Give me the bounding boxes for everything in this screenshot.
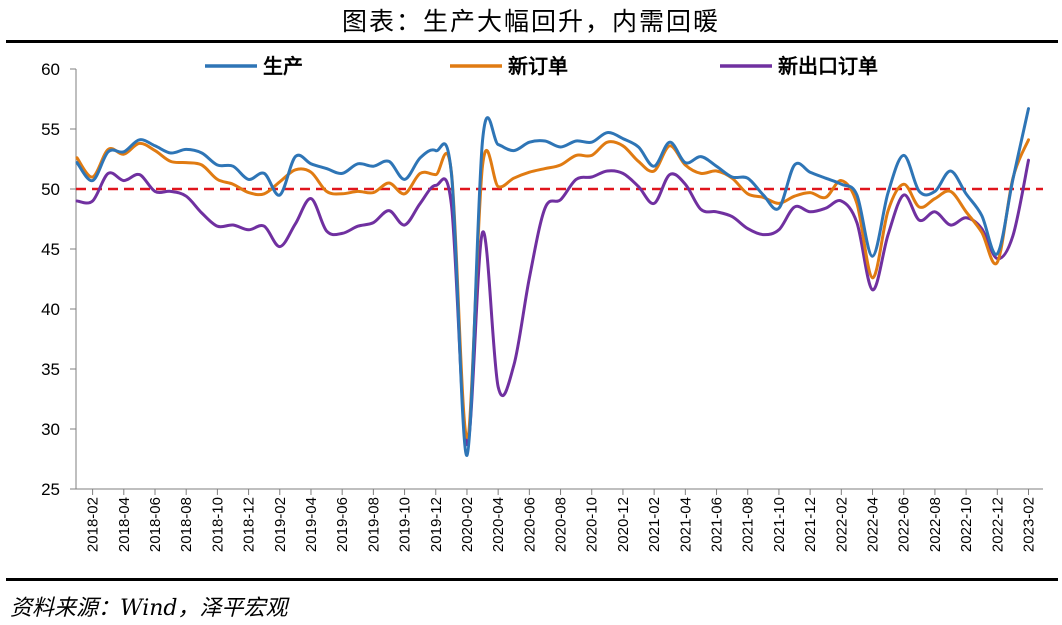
y-tick-label: 30	[41, 420, 60, 439]
x-tick-label: 2019-06	[334, 497, 351, 552]
x-tick-label: 2023-02	[1021, 497, 1038, 552]
x-tick-label: 2022-02	[833, 497, 850, 552]
y-tick-label: 60	[41, 60, 60, 79]
legend-label-1: 生产	[263, 54, 303, 78]
x-tick-label: 2019-08	[365, 497, 382, 552]
x-tick-label: 2021-02	[646, 497, 663, 552]
bottom-rule	[6, 578, 1058, 581]
series-line-2	[75, 138, 1030, 439]
top-rule	[6, 40, 1058, 43]
chart-title: 图表：生产大幅回升，内需回暖	[341, 7, 720, 36]
x-tick-label: 2022-10	[958, 497, 975, 552]
x-tick-label: 2020-02	[459, 497, 476, 552]
y-tick-label: 55	[41, 120, 60, 139]
x-tick-label: 2019-10	[397, 497, 414, 552]
x-tick-label: 2022-04	[865, 497, 882, 552]
legend-label-3: 新出口订单	[778, 54, 878, 78]
x-tick-label: 2020-08	[553, 497, 570, 552]
x-tick-label: 2018-10	[209, 497, 226, 552]
x-tick-label: 2021-08	[740, 497, 757, 552]
x-tick-label: 2018-04	[116, 497, 133, 552]
y-tick-label: 40	[41, 300, 60, 319]
legend-label-2: 新订单	[508, 54, 568, 78]
x-tick-label: 2022-08	[927, 497, 944, 552]
x-tick-label: 2018-12	[241, 497, 258, 552]
y-tick-label: 25	[41, 480, 60, 499]
y-tick-label: 35	[41, 360, 60, 379]
x-tick-label: 2022-06	[896, 497, 913, 552]
x-tick-label: 2018-08	[178, 497, 195, 552]
series-line-3	[75, 158, 1030, 447]
x-tick-label: 2020-12	[615, 497, 632, 552]
x-tick-label: 2021-06	[709, 497, 726, 552]
x-tick-label: 2020-10	[584, 497, 601, 552]
series-line-1	[75, 107, 1030, 457]
source-note: 资料来源：Wind，泽平宏观	[10, 596, 288, 621]
x-tick-label: 2019-04	[303, 497, 320, 552]
x-tick-label: 2019-12	[428, 497, 445, 552]
x-tick-label: 2019-02	[272, 497, 289, 552]
x-tick-label: 2018-02	[85, 497, 102, 552]
x-tick-label: 2018-06	[147, 497, 164, 552]
x-tick-label: 2021-10	[771, 497, 788, 552]
x-tick-label: 2020-06	[521, 497, 538, 552]
x-tick-label: 2021-04	[677, 497, 694, 552]
y-tick-label: 45	[41, 240, 60, 259]
y-tick-label: 50	[41, 180, 60, 199]
x-tick-label: 2022-12	[989, 497, 1006, 552]
chart: 25 30 35 40 45 50 55 60 2018-02 2018-04 2018-06 201…	[41, 54, 1043, 552]
x-tick-label: 2020-04	[490, 497, 507, 552]
x-tick-label: 2021-12	[802, 497, 819, 552]
